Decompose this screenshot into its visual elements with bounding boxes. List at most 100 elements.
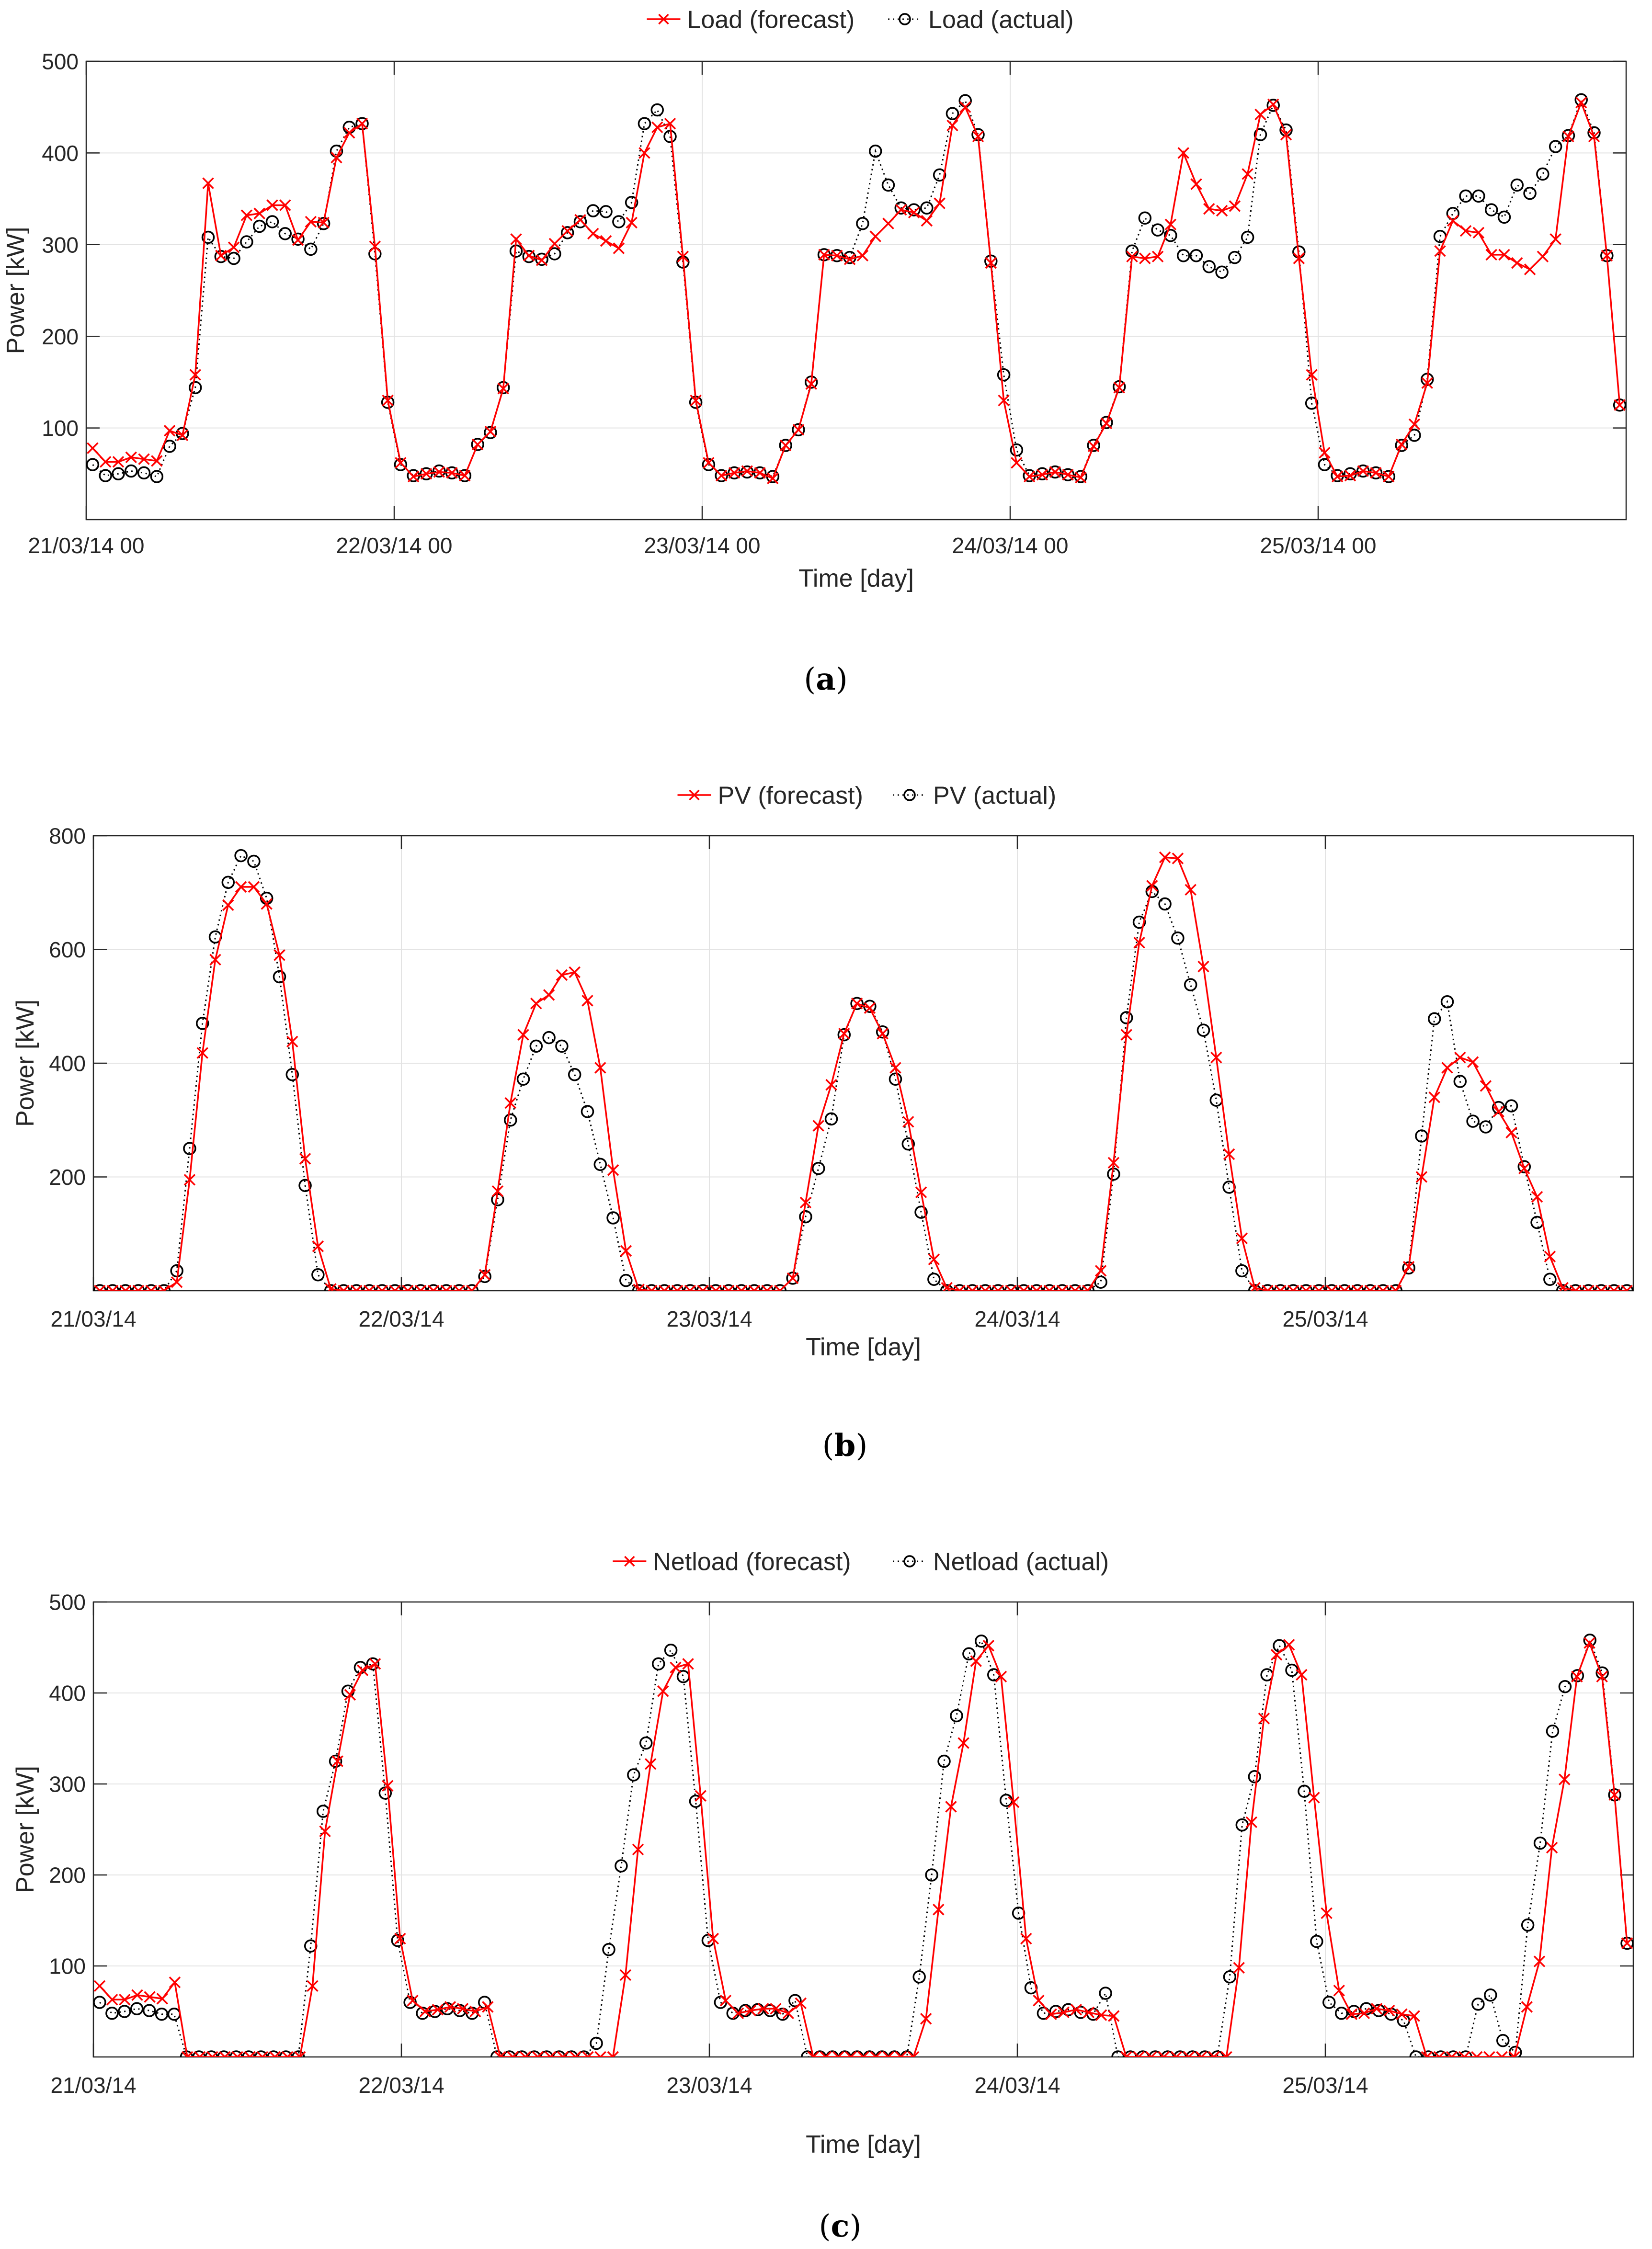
data-point-actual bbox=[304, 242, 318, 256]
data-point-forecast bbox=[1557, 1282, 1569, 1291]
data-point-actual bbox=[1504, 1099, 1518, 1113]
data-point-forecast bbox=[1270, 1648, 1283, 1661]
data-point-forecast bbox=[761, 1284, 773, 1291]
data-point-actual bbox=[602, 1943, 615, 1956]
data-point-forecast bbox=[1236, 1232, 1248, 1244]
data-point-forecast bbox=[1133, 2051, 1145, 2057]
data-point-forecast bbox=[1195, 2051, 1208, 2057]
data-point-actual bbox=[1099, 1987, 1112, 2000]
data-point-actual bbox=[93, 1996, 106, 2009]
data-point-actual bbox=[1189, 249, 1203, 262]
data-point-forecast bbox=[256, 2051, 269, 2057]
legend-label-actual: Load (actual) bbox=[928, 6, 1074, 34]
data-point-forecast bbox=[99, 456, 112, 468]
data-point-actual bbox=[433, 464, 446, 478]
data-point-forecast bbox=[402, 1284, 414, 1291]
data-point-forecast bbox=[382, 1780, 394, 1792]
x-axis-label: Time [day] bbox=[798, 565, 914, 592]
data-point-forecast bbox=[459, 469, 471, 482]
data-point-forecast bbox=[1596, 1670, 1608, 1683]
data-point-actual bbox=[298, 1179, 312, 1193]
data-point-forecast bbox=[382, 394, 394, 407]
data-point-actual bbox=[1389, 1284, 1403, 1291]
data-point-actual bbox=[503, 1113, 517, 1127]
data-point-actual bbox=[142, 2004, 156, 2017]
data-point-forecast bbox=[1492, 1105, 1504, 1118]
data-point-forecast bbox=[902, 1116, 914, 1128]
data-point-actual bbox=[1471, 1998, 1485, 2011]
data-point-forecast bbox=[1521, 2001, 1533, 2013]
data-point-actual bbox=[1334, 2007, 1348, 2020]
data-point-forecast bbox=[1614, 399, 1626, 411]
data-point-actual bbox=[137, 466, 151, 480]
data-point-forecast bbox=[818, 249, 830, 261]
data-point-actual bbox=[1248, 1770, 1261, 1783]
data-point-actual bbox=[1266, 99, 1280, 112]
data-point-forecast bbox=[444, 2001, 456, 2013]
data-point-forecast bbox=[240, 209, 253, 221]
data-point-actual bbox=[664, 1643, 678, 1657]
data-point-forecast bbox=[882, 217, 894, 230]
data-point-forecast bbox=[1203, 203, 1215, 215]
data-point-actual bbox=[1312, 1284, 1326, 1291]
legend-label-forecast: PV (forecast) bbox=[718, 782, 863, 810]
data-point-actual bbox=[1184, 978, 1197, 991]
data-point-actual bbox=[1287, 1284, 1300, 1291]
data-point-actual bbox=[1100, 416, 1113, 429]
data-point-actual bbox=[132, 1284, 145, 1291]
data-point-forecast bbox=[523, 250, 535, 262]
data-point-actual bbox=[799, 1210, 812, 1224]
data-point-forecast bbox=[1483, 2051, 1495, 2057]
data-point-forecast bbox=[1351, 1284, 1364, 1291]
data-point-forecast bbox=[253, 207, 265, 219]
data-point-actual bbox=[1173, 2050, 1187, 2057]
x-axis-label: Time [day] bbox=[806, 2131, 921, 2158]
data-point-forecast bbox=[869, 230, 881, 242]
data-point-actual bbox=[881, 178, 895, 192]
data-point-actual bbox=[1459, 189, 1472, 203]
data-point-actual bbox=[1322, 1996, 1336, 2009]
data-point-forecast bbox=[1120, 2051, 1132, 2057]
data-point-forecast bbox=[1345, 2008, 1358, 2020]
data-point-forecast bbox=[1036, 468, 1048, 481]
data-point-forecast bbox=[1358, 2007, 1370, 2020]
data-point-forecast bbox=[244, 2051, 256, 2057]
data-point-actual bbox=[632, 1284, 646, 1291]
data-point-forecast bbox=[770, 2003, 782, 2015]
data-point-forecast bbox=[895, 204, 907, 216]
data-point-forecast bbox=[945, 1801, 957, 1813]
x-axis-label: Time [day] bbox=[806, 1333, 921, 1361]
data-point-forecast bbox=[176, 429, 189, 442]
data-point-actual bbox=[118, 2005, 131, 2018]
data-point-forecast bbox=[690, 394, 702, 407]
data-point-forecast bbox=[325, 1283, 337, 1291]
data-point-forecast bbox=[469, 2005, 481, 2018]
data-point-actual bbox=[684, 1284, 697, 1291]
data-point-forecast bbox=[222, 899, 234, 911]
data-point-actual bbox=[894, 201, 908, 215]
data-point-forecast bbox=[106, 1994, 118, 2006]
data-point-actual bbox=[542, 1031, 556, 1045]
legend-marker-forecast bbox=[658, 13, 669, 25]
data-point-forecast bbox=[119, 1284, 132, 1291]
data-point-forecast bbox=[145, 1284, 157, 1291]
data-point-forecast bbox=[934, 197, 946, 209]
series-line bbox=[99, 1638, 1628, 2057]
data-point-actual bbox=[1556, 1284, 1570, 1291]
data-point-actual bbox=[825, 2050, 839, 2057]
data-point-forecast bbox=[966, 1284, 979, 1291]
data-point-actual bbox=[1427, 1012, 1441, 1026]
data-point-actual bbox=[130, 2002, 144, 2016]
data-point-forecast bbox=[877, 1028, 889, 1040]
data-point-actual bbox=[1595, 1284, 1608, 1291]
caption-b: (b) bbox=[822, 1428, 868, 1464]
data-point-forecast bbox=[1146, 880, 1158, 892]
y-tick-label: 300 bbox=[42, 232, 79, 257]
data-point-actual bbox=[997, 368, 1011, 382]
data-point-actual bbox=[388, 1284, 402, 1291]
data-point-forecast bbox=[845, 2051, 857, 2057]
data-point-actual bbox=[1056, 1284, 1069, 1291]
data-point-forecast bbox=[995, 1670, 1007, 1683]
data-point-actual bbox=[1210, 2050, 1224, 2057]
